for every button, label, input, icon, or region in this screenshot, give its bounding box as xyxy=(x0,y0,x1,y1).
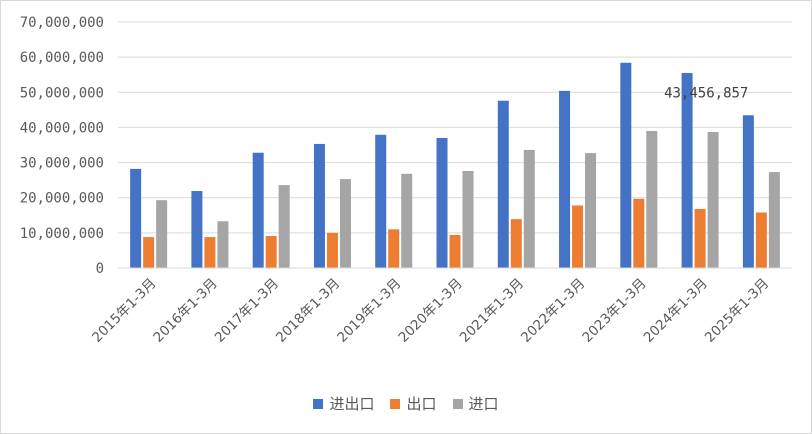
legend-label: 出口 xyxy=(406,395,437,413)
bar xyxy=(313,143,325,268)
x-tick-label: 2017年1-3月 xyxy=(212,276,282,346)
bar xyxy=(326,232,338,268)
x-tick-label: 2022年1-3月 xyxy=(518,276,588,346)
bar xyxy=(633,198,645,268)
bar xyxy=(130,168,142,268)
bar xyxy=(265,236,277,268)
x-tick-label: 2025年1-3月 xyxy=(702,276,772,346)
bar xyxy=(510,219,522,268)
bar xyxy=(191,191,203,268)
y-tick-label: 10,000,000 xyxy=(20,226,104,242)
legend-swatch xyxy=(313,398,324,409)
bar xyxy=(523,149,535,268)
bar xyxy=(768,172,780,268)
bar xyxy=(681,72,693,268)
x-tick-label: 2024年1-3月 xyxy=(641,276,711,346)
legend-swatch xyxy=(452,398,463,409)
bar xyxy=(204,237,216,268)
bar xyxy=(217,221,229,268)
bar xyxy=(401,173,413,268)
bar xyxy=(388,229,400,268)
legend-swatch xyxy=(390,398,401,409)
legend-item: 出口 xyxy=(390,393,437,414)
bar xyxy=(707,131,719,268)
bar xyxy=(620,62,632,268)
x-tick-label: 2020年1-3月 xyxy=(396,276,466,346)
bar xyxy=(462,171,474,268)
bar xyxy=(646,130,658,268)
x-tick-label: 2018年1-3月 xyxy=(273,276,343,346)
data-labels: 43,456,857 xyxy=(664,85,748,101)
legend-item: 进出口 xyxy=(313,393,374,414)
y-tick-label: 30,000,000 xyxy=(20,156,104,172)
gridlines xyxy=(118,21,792,234)
x-axis: 2015年1-3月2016年1-3月2017年1-3月2018年1-3月2019… xyxy=(89,267,792,346)
bar xyxy=(278,185,290,268)
bar xyxy=(572,205,584,268)
x-tick-label: 2015年1-3月 xyxy=(89,276,159,346)
legend-item: 进口 xyxy=(452,393,499,414)
bar xyxy=(755,212,767,268)
bar xyxy=(252,152,264,268)
x-tick-label: 2019年1-3月 xyxy=(334,276,404,346)
x-tick-label: 2016年1-3月 xyxy=(150,276,220,346)
bar xyxy=(375,134,387,268)
bar xyxy=(449,234,461,268)
x-tick-label: 2023年1-3月 xyxy=(579,276,649,346)
bars xyxy=(130,62,780,269)
y-axis: 0 10,000,000 20,000,000 30,000,000 40,000,00… xyxy=(20,15,104,277)
y-tick-label: 40,000,000 xyxy=(20,120,104,136)
bar xyxy=(339,179,351,268)
legend-label: 进出口 xyxy=(329,395,375,413)
legend-label: 进口 xyxy=(468,395,499,413)
bar xyxy=(559,90,571,268)
y-tick-label: 60,000,000 xyxy=(20,50,104,66)
bar xyxy=(742,115,754,269)
bar xyxy=(497,100,509,268)
y-tick-label: 20,000,000 xyxy=(20,191,104,207)
x-tick-label: 2021年1-3月 xyxy=(457,276,527,346)
legend: 进出口 出口 进口 xyxy=(0,393,812,414)
bar xyxy=(436,137,448,268)
data-label: 43,456,857 xyxy=(664,85,748,101)
bar xyxy=(156,200,168,268)
bar xyxy=(143,237,155,268)
y-tick-label: 50,000,000 xyxy=(20,85,104,101)
bar xyxy=(694,208,706,268)
y-tick-label: 0 xyxy=(96,261,104,277)
y-tick-label: 70,000,000 xyxy=(20,15,104,31)
bar xyxy=(585,153,597,268)
